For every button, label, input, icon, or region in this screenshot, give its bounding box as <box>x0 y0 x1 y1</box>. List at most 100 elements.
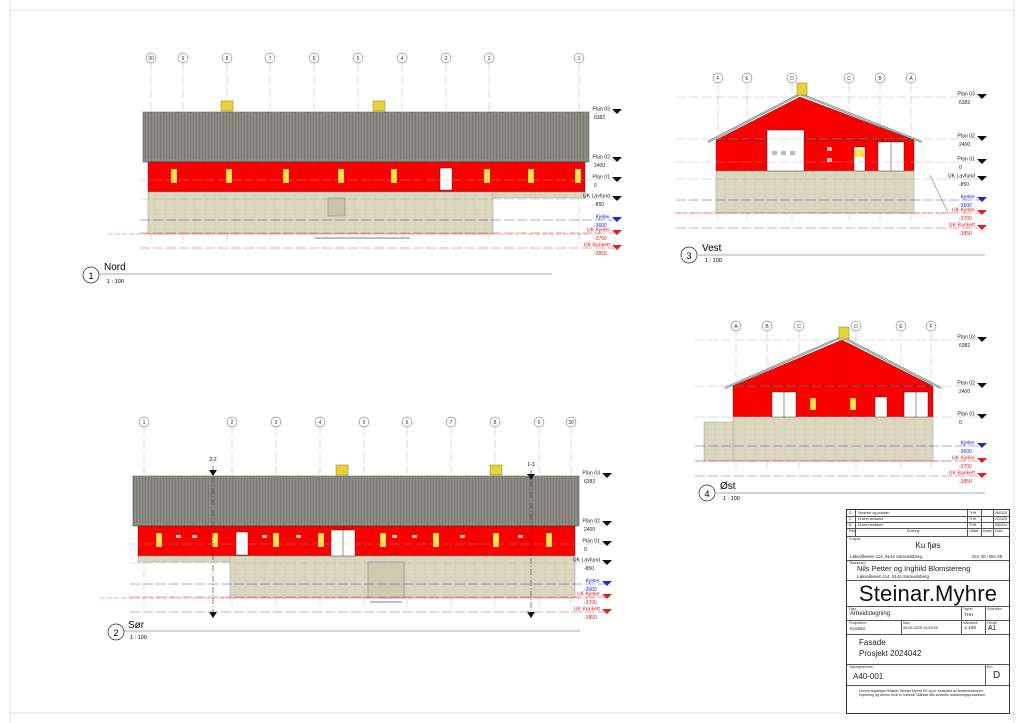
grid-label: 30 <box>148 56 154 62</box>
hatch-nord <box>327 197 346 217</box>
drawing-subtitle: Prosjekt 2024042 <box>859 649 922 658</box>
level-name: Kjeller <box>586 579 601 585</box>
door-ost-2 <box>874 396 888 418</box>
window <box>527 168 535 184</box>
grid-bubble <box>905 72 917 84</box>
designer: Kristian <box>850 626 866 631</box>
vent-grille <box>391 534 398 539</box>
vent-grille <box>261 534 268 539</box>
level-triangle <box>602 521 612 526</box>
level-triangle <box>602 581 612 586</box>
grid-label: E <box>899 324 903 330</box>
level-name: Plan 03 <box>592 107 610 113</box>
grid-bubble <box>401 416 413 428</box>
level-value: 0 <box>959 165 962 171</box>
grid-label: F <box>716 76 719 82</box>
grid-label: B <box>765 324 769 330</box>
svg-text:1: 1 <box>88 271 93 281</box>
revision-table: D Sentrller og puttsøk THH 080325 C Endr… <box>847 510 1009 537</box>
grid-label: 9 <box>182 56 185 62</box>
level-value: 2400 <box>584 527 595 533</box>
grid-bubble <box>145 52 157 64</box>
level-triangle <box>602 541 612 546</box>
grid-bubble <box>895 320 907 332</box>
hatch-sor <box>367 561 405 599</box>
level-triangle <box>977 136 987 141</box>
vent-nord-1 <box>220 100 234 112</box>
level-name: Plan 01 <box>582 539 600 545</box>
svg-text:Nord: Nord <box>104 262 126 273</box>
grid-label: 2 <box>231 420 234 426</box>
level-value: 6382 <box>584 479 595 485</box>
grid-label: E <box>745 76 749 82</box>
level-value: -3600 <box>594 223 607 229</box>
level-name: UK Bankett <box>949 223 976 229</box>
level-name: Plan 03 <box>957 92 975 98</box>
level-name: UK Bankett <box>574 607 601 613</box>
door-sor-1 <box>235 531 249 556</box>
grid-bubble <box>440 52 452 64</box>
vent-grille <box>175 534 182 539</box>
vent-grille <box>411 534 418 539</box>
grid-label: C <box>797 324 801 330</box>
level-triangle <box>977 383 987 388</box>
level-value: 6382 <box>594 115 605 121</box>
level-triangle <box>977 458 987 463</box>
vent-vest <box>796 82 808 96</box>
grid-label: D <box>854 324 858 330</box>
project-address: Løkvollveien 114, 9144 Samuelsberg <box>850 554 922 559</box>
wall-ost <box>732 385 934 418</box>
grid-bubble <box>850 320 862 332</box>
vent-grille <box>459 534 466 539</box>
grid-label: 5 <box>363 420 366 426</box>
grid-bubble <box>264 52 276 64</box>
level-triangle <box>612 177 622 182</box>
level-triangle <box>977 210 987 215</box>
level-name: UK Kjeller <box>952 456 975 462</box>
roof-nord <box>142 111 590 163</box>
grid-label: 8 <box>226 56 229 62</box>
grid-label: 8 <box>494 420 497 426</box>
foundation-ledge-sor <box>137 555 231 563</box>
foundation-vest <box>715 170 915 214</box>
section-mark-1-1: 1-1 <box>527 462 535 618</box>
level-name: Plan 01 <box>957 157 975 163</box>
level-value: -3850 <box>959 479 972 485</box>
level-name: Plan 01 <box>592 175 610 181</box>
revision-letter: D <box>993 670 1001 681</box>
level-name: UK Lavfund <box>573 558 600 564</box>
grid-label: 4 <box>401 56 404 62</box>
window <box>483 168 491 184</box>
paper-format: A1 <box>988 625 997 632</box>
elevation-vest: F E D C B A Plan 03 6382 Plan 02 2400 Plan 01 0 UK … <box>676 72 987 264</box>
vent-ost <box>838 326 850 340</box>
grid-label: B <box>878 76 882 82</box>
drawing-number: A40-001 <box>853 672 884 681</box>
grid-bubble <box>138 416 150 428</box>
revision-row: D Sentrller og puttsøk THH 080325 <box>849 511 1007 515</box>
window <box>337 168 345 184</box>
grid-bubble <box>712 72 724 84</box>
level-value: -850 <box>594 202 604 208</box>
section-mark-2-2: 2-2 <box>209 457 217 618</box>
level-name: UK Kjeller <box>587 228 610 234</box>
level-name: UK Lavfund <box>583 194 610 200</box>
svg-text:1 : 100: 1 : 100 <box>107 279 124 285</box>
svg-text:1-1: 1-1 <box>527 462 534 468</box>
view-title-ost: 4 Øst 1 : 100 <box>698 481 985 502</box>
view-title-nord: 1 Nord 1 : 100 <box>82 262 552 285</box>
gnr-bnr: Gnr 30 / Bnr 28 <box>972 554 1003 559</box>
project-name: Ku fjøs <box>915 541 941 550</box>
level-name: Plan 01 <box>957 412 975 418</box>
level-name: UK Kjeller <box>952 208 975 214</box>
elevation-ost: A B C D E F Plan 03 6382 Plan 02 2400 Plan 01 0 Kje… <box>695 320 987 502</box>
level-triangle <box>977 197 987 202</box>
grid-bubble <box>874 72 886 84</box>
grid-bubble <box>177 52 189 64</box>
vent-grille <box>517 534 524 539</box>
grid-bubble <box>396 52 408 64</box>
grid-bubble <box>843 72 855 84</box>
level-value: 0 <box>584 547 587 553</box>
level-value: 6382 <box>959 100 970 106</box>
